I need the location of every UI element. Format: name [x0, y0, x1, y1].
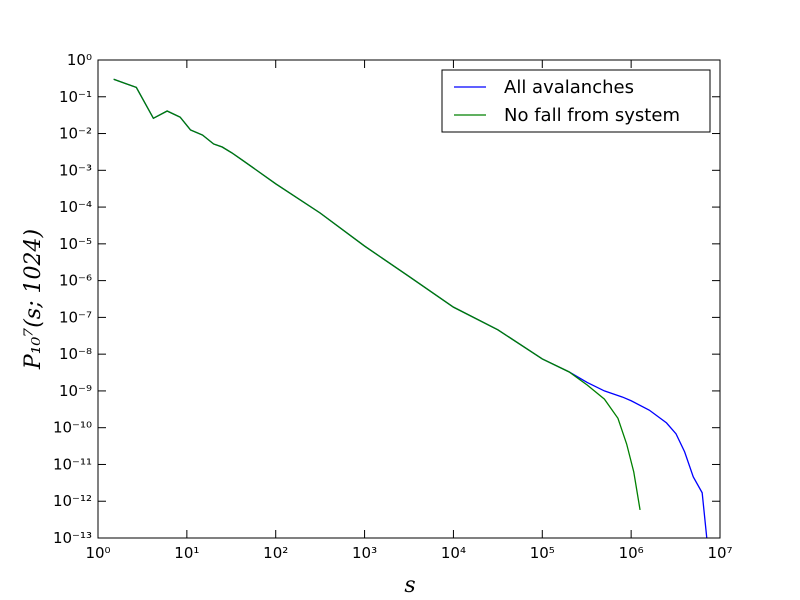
y-tick-label: 10⁻¹ [59, 88, 92, 106]
y-tick-label: 10⁻⁷ [59, 308, 92, 326]
x-tick-label: 10⁷ [707, 544, 732, 562]
y-tick-label: 10⁻¹⁰ [53, 419, 92, 437]
y-tick-label: 10⁻¹² [53, 492, 92, 510]
y-axis-label: P₁₀⁷(s; 1024) [21, 229, 46, 370]
y-tick-label: 10⁻² [59, 125, 92, 143]
x-tick-label: 10¹ [174, 544, 199, 562]
x-tick-label: 10⁰ [85, 544, 110, 562]
y-tick-label: 10⁻¹³ [53, 529, 92, 547]
y-tick-label: 10⁻⁴ [59, 198, 92, 216]
x-tick-label: 10² [263, 544, 288, 562]
y-tick-label: 10⁻⁹ [59, 382, 92, 400]
y-tick-label: 10⁻¹¹ [53, 455, 92, 473]
plot-frame [97, 59, 721, 539]
series-line [113, 78, 641, 511]
x-tick-label: 10⁴ [441, 544, 466, 562]
y-tick-label: 10⁰ [67, 51, 92, 69]
y-tick-label: 10⁻⁶ [59, 272, 92, 290]
y-tick-label: 10⁻³ [59, 161, 92, 179]
x-axis-label: s [404, 573, 415, 598]
x-tick-label: 10⁵ [530, 544, 555, 562]
y-tick-label: 10⁻⁸ [59, 345, 92, 363]
legend-label: No fall from system [504, 105, 680, 126]
x-tick-label: 10³ [352, 544, 377, 562]
y-tick-label: 10⁻⁵ [59, 235, 92, 253]
legend-box [441, 69, 711, 133]
legend-label: All avalanches [504, 77, 634, 98]
x-tick-label: 10⁶ [619, 544, 644, 562]
